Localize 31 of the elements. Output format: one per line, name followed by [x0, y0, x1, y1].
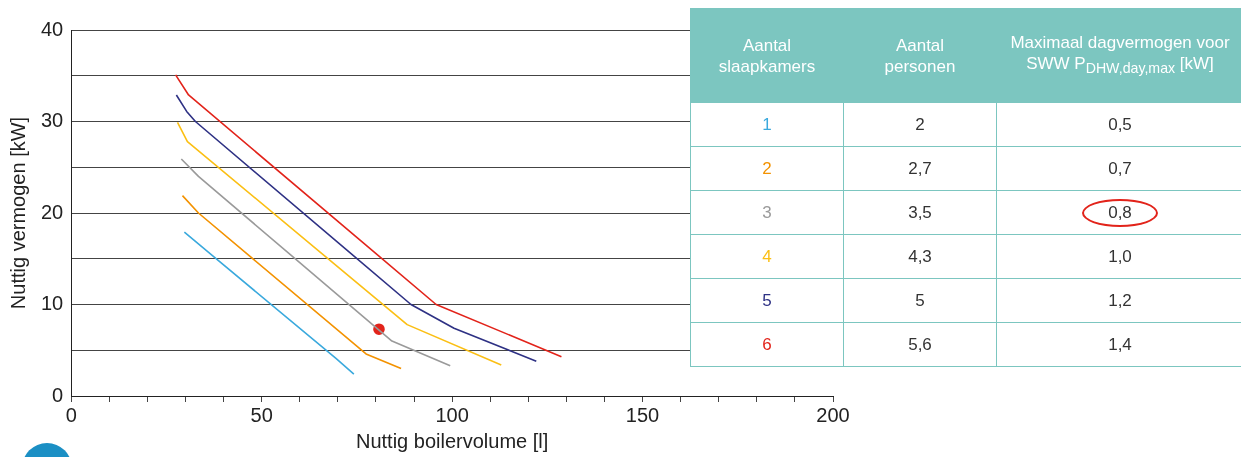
text: 5,6 [843, 322, 997, 367]
text: 0,8 [996, 190, 1241, 235]
text: 3,5 [843, 190, 997, 235]
x-tick-label: 100 [435, 403, 469, 426]
text: 2,7 [843, 146, 997, 191]
text: 5 [690, 278, 844, 323]
text: 5 [843, 278, 997, 323]
text: 2 [690, 146, 844, 191]
x-tick-label: 150 [625, 403, 660, 426]
text: 1,4 [996, 322, 1241, 367]
y-tick-label: 40 [41, 17, 64, 40]
text: 4 [690, 234, 844, 279]
y-tick-label: 20 [41, 200, 64, 223]
text: 0,7 [996, 146, 1241, 191]
y-tick-label: 10 [41, 292, 64, 315]
x-axis-title: Nuttig boilervolume [l] [355, 429, 549, 452]
x-tick-label: 200 [816, 403, 850, 426]
text: 1,2 [996, 278, 1241, 323]
text: 1 [690, 102, 844, 147]
text: 1,0 [996, 234, 1241, 279]
text: 4,3 [843, 234, 997, 279]
text: 2 [843, 102, 997, 147]
y-tick-label: 0 [52, 383, 64, 406]
text: 6 [690, 322, 844, 367]
annotation: Aantal slaapkamers [717, 34, 817, 77]
y-axis-title: Nuttig vermogen [kW] [6, 116, 29, 310]
table-header: Aantal slaapkamers Aantal personen Maximaal dagvermogen voor SWW P$_{DHW,day,max}$ [kW] [690, 8, 1241, 103]
y-tick-label: 30 [41, 109, 64, 132]
x-tick-label: 50 [250, 403, 273, 426]
text: 3 [690, 190, 844, 235]
text: 0,5 [996, 102, 1241, 147]
